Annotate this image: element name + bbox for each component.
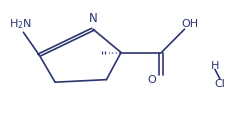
Text: H$_2$N: H$_2$N bbox=[9, 17, 32, 31]
Text: O: O bbox=[147, 75, 156, 85]
Text: H: H bbox=[211, 61, 219, 71]
Text: N: N bbox=[89, 12, 97, 25]
Text: Cl: Cl bbox=[215, 79, 226, 89]
Text: OH: OH bbox=[181, 19, 198, 29]
